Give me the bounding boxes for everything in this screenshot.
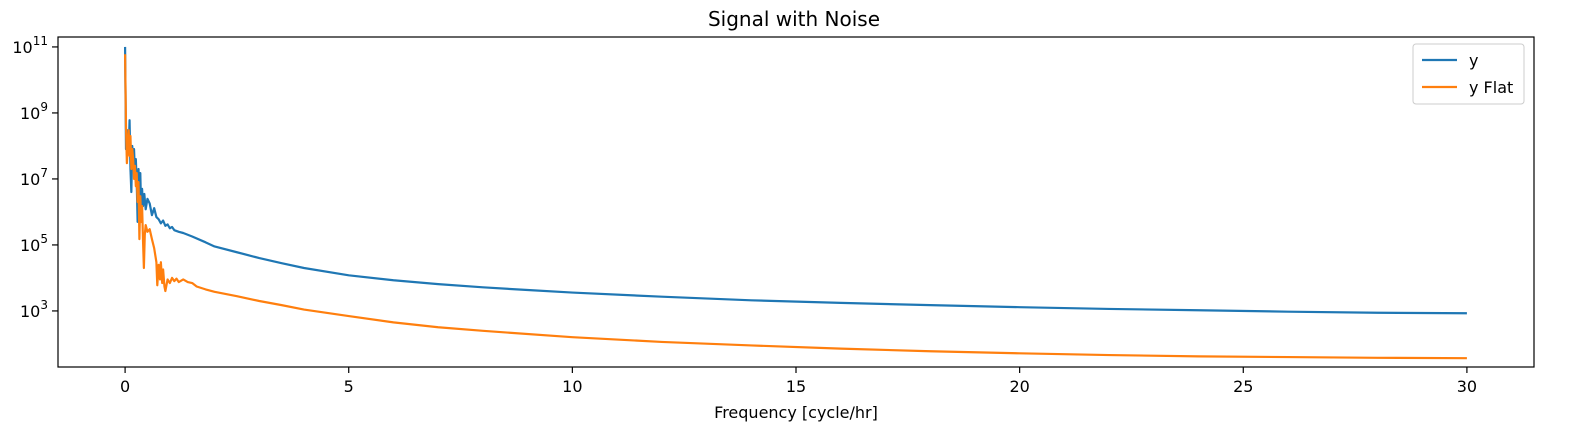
- x-tick-label: 15: [786, 377, 806, 396]
- y-tick-base: 10: [20, 236, 40, 255]
- x-tick-label: 5: [344, 377, 354, 396]
- y-tick-label: 1011: [12, 34, 48, 57]
- y-tick-base: 10: [12, 38, 32, 57]
- y-tick-exponent: 3: [40, 298, 48, 312]
- plot-series: [123, 46, 1467, 360]
- y-tick-exponent: 11: [33, 34, 48, 48]
- legend: y y Flat: [1412, 43, 1525, 105]
- y-tick-label: 109: [20, 100, 48, 123]
- y-tick-exponent: 5: [40, 232, 48, 246]
- y-tick-label: 103: [20, 298, 48, 321]
- y-tick-base: 10: [20, 104, 40, 123]
- legend-label-2: y Flat: [1469, 78, 1513, 97]
- legend-label-1: y: [1469, 51, 1478, 70]
- y-tick-base: 10: [20, 302, 40, 321]
- x-axis: 0 5 10 15 20 25 30: [120, 367, 1477, 396]
- y-tick-label: 107: [20, 166, 48, 189]
- x-axis-label: Frequency [cycle/hr]: [714, 403, 878, 422]
- y-tick-exponent: 7: [40, 166, 48, 180]
- y-tick-exponent: 9: [40, 100, 48, 114]
- x-tick-label: 0: [120, 377, 130, 396]
- x-tick-label: 20: [1009, 377, 1029, 396]
- chart-title: Signal with Noise: [708, 7, 880, 31]
- y-tick-base: 10: [20, 170, 40, 189]
- series-line-2: [123, 54, 1467, 360]
- x-tick-label: 30: [1457, 377, 1477, 396]
- x-tick-label: 25: [1233, 377, 1253, 396]
- y-tick-label: 105: [20, 232, 48, 255]
- x-tick-label: 10: [562, 377, 582, 396]
